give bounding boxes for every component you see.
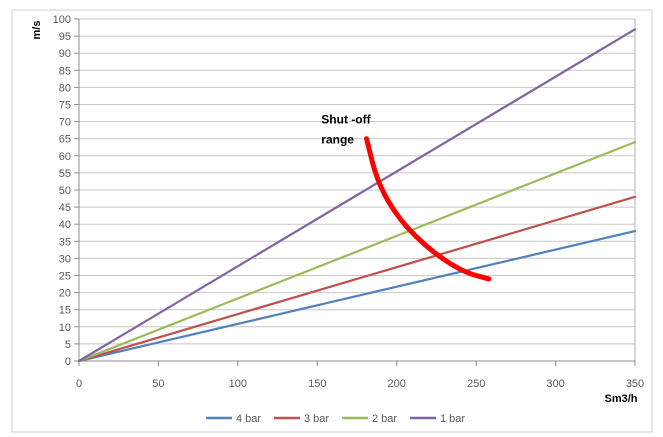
legend-label: 1 bar [440, 413, 465, 425]
y-tick-label: 55 [59, 168, 71, 180]
series-line-1-bar [77, 28, 637, 363]
series-line-3-bar [77, 195, 637, 363]
y-tick-label: 10 [59, 322, 71, 334]
y-tick-label: 95 [59, 31, 71, 43]
y-tick-label: 35 [59, 236, 71, 248]
y-tick-label: 25 [59, 271, 71, 283]
y-tick-label: 70 [59, 117, 71, 129]
shut-off-range-arrow [364, 136, 492, 282]
y-tick-label: 50 [59, 185, 71, 197]
annotation: Shut -off range [321, 113, 492, 282]
axes: 0 5 10 15 20 25 30 35 40 45 50 55 60 65 70 75 80 85 90 95 10… [31, 14, 644, 405]
y-axis-title: m/s [31, 21, 43, 40]
x-tick-label: 350 [626, 378, 644, 390]
legend-label: 2 bar [372, 413, 397, 425]
y-tick-label: 20 [59, 288, 71, 300]
annotation-text: range [321, 133, 354, 147]
y-tick-label: 75 [59, 100, 71, 112]
y-tick-label: 90 [59, 48, 71, 60]
x-tick-label: 100 [229, 378, 247, 390]
y-tick-label: 5 [65, 339, 71, 351]
x-tick-label: 300 [546, 378, 564, 390]
y-tick-label: 30 [59, 253, 71, 265]
legend-label: 4 bar [236, 413, 261, 425]
series-line-4-bar [77, 229, 637, 363]
x-axis-title: Sm3/h [604, 393, 637, 405]
y-tick-label: 45 [59, 202, 71, 214]
y-tick-label: 60 [59, 151, 71, 163]
series-lines [77, 28, 637, 363]
x-tick-label: 150 [308, 378, 326, 390]
legend: 4 bar 3 bar 2 bar 1 bar [206, 413, 465, 425]
x-tick-label: 50 [152, 378, 164, 390]
y-tick-label: 80 [59, 82, 71, 94]
y-tick-label: 40 [59, 219, 71, 231]
y-tick-label: 100 [53, 14, 71, 26]
y-tick-label: 85 [59, 65, 71, 77]
x-tick-label: 200 [388, 378, 406, 390]
y-tick-label: 15 [59, 305, 71, 317]
series-line-2-bar [77, 141, 637, 363]
y-tick-label: 0 [65, 356, 71, 368]
gridlines [79, 18, 635, 345]
x-tick-label: 250 [467, 378, 485, 390]
legend-label: 3 bar [304, 413, 329, 425]
annotation-text: Shut -off [321, 113, 371, 127]
x-tick-label: 0 [76, 378, 82, 390]
y-tick-label: 65 [59, 134, 71, 146]
